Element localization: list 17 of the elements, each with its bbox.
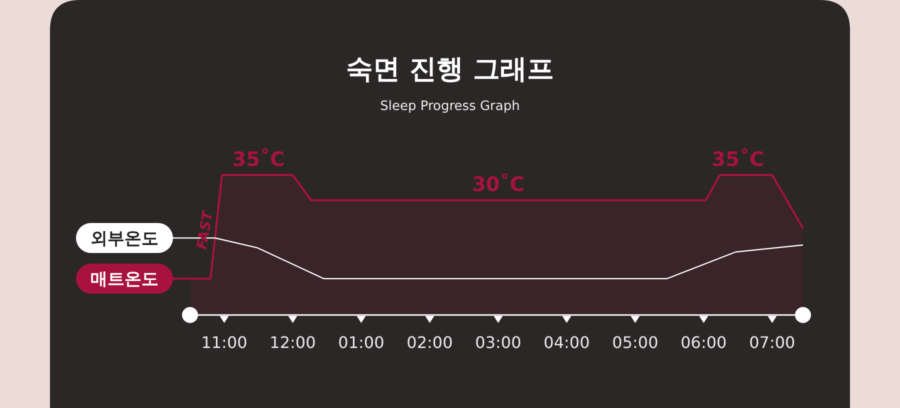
x-tick-label: 12:00 xyxy=(270,333,316,352)
x-tick-label: 03:00 xyxy=(475,333,522,352)
x-tick-label: 11:00 xyxy=(201,333,248,352)
x-tick-label: 06:00 xyxy=(680,333,727,352)
chart-title: 숙면 진행 그래프 xyxy=(346,54,554,85)
annotation: FAST xyxy=(194,208,217,251)
x-tick-label: 05:00 xyxy=(612,333,658,352)
chart-subtitle: Sleep Progress Graph xyxy=(380,99,520,114)
annotation: 35˚C xyxy=(712,147,764,171)
x-tick-label: 04:00 xyxy=(544,333,590,352)
x-tick-label: 01:00 xyxy=(338,333,384,352)
legend-label: 외부온도 xyxy=(90,229,158,249)
annotation: 35˚C xyxy=(232,147,285,171)
x-tick-label: 07:00 xyxy=(749,333,796,352)
legend-label: 매트온도 xyxy=(90,270,158,290)
annotation: 30˚C xyxy=(472,172,524,196)
x-tick-label: 02:00 xyxy=(406,333,453,352)
